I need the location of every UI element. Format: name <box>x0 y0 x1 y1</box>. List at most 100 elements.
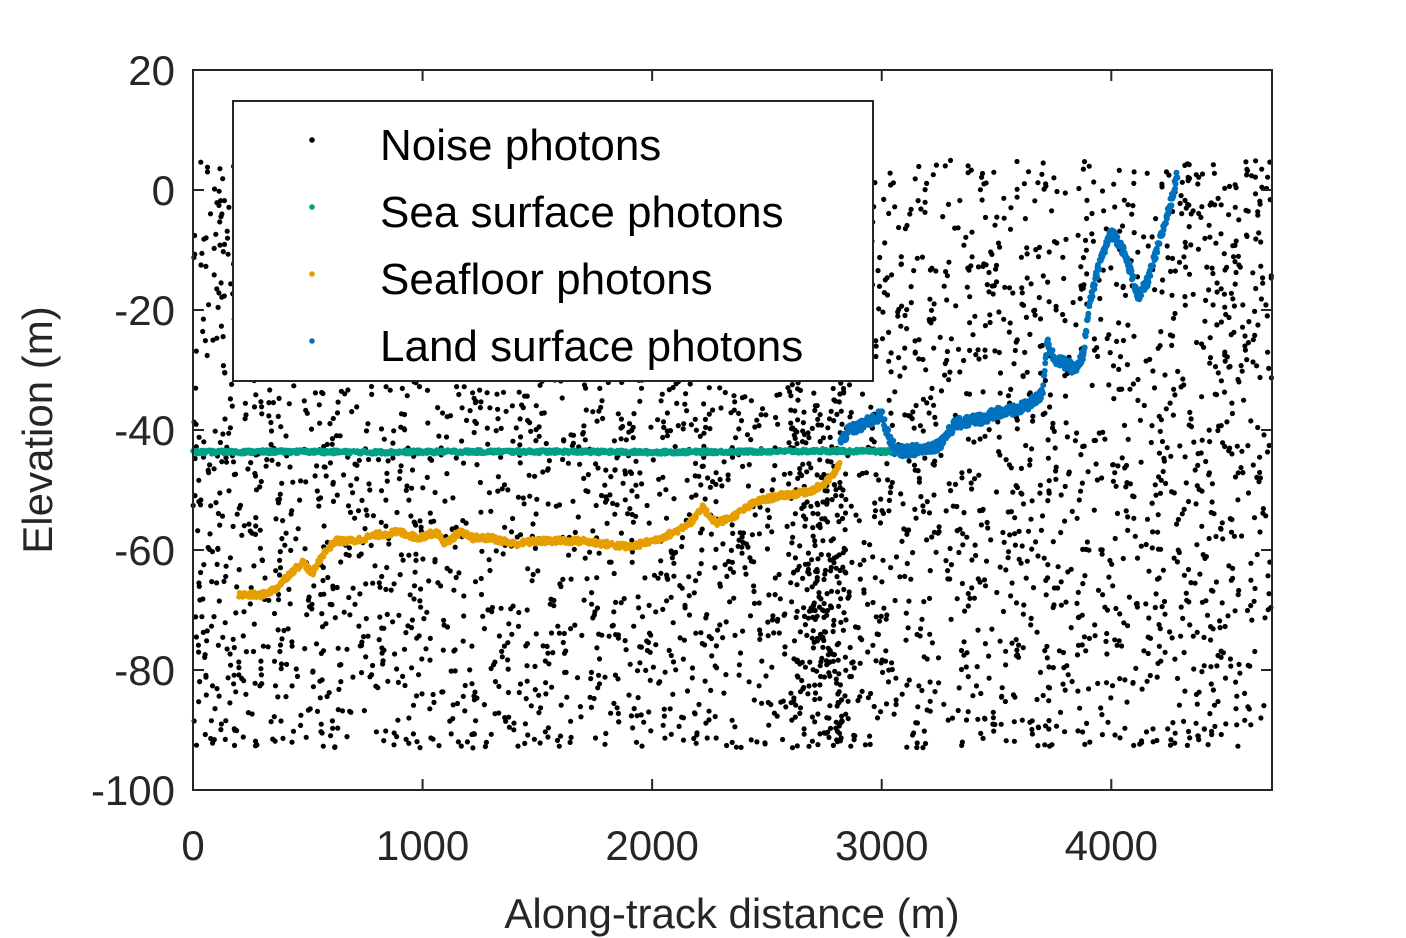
noise-photon <box>591 695 597 702</box>
noise-photon <box>626 421 633 427</box>
noise-photon <box>809 425 815 431</box>
noise-photon <box>1050 420 1056 426</box>
noise-photon <box>289 739 295 745</box>
noise-photon <box>646 520 652 526</box>
noise-photon <box>230 636 236 642</box>
noise-photon <box>959 475 965 481</box>
noise-photon <box>367 487 373 493</box>
noise-photon <box>221 293 227 299</box>
noise-photon <box>722 562 728 568</box>
noise-photon <box>590 528 596 534</box>
noise-photon <box>558 583 564 590</box>
noise-photon <box>769 487 775 493</box>
noise-photon <box>379 573 385 580</box>
noise-photon <box>1162 611 1168 617</box>
noise-photon <box>1167 629 1173 635</box>
noise-photon <box>470 390 476 396</box>
noise-photon <box>781 612 787 618</box>
noise-photon <box>208 718 214 724</box>
noise-photon <box>883 648 889 654</box>
noise-photon <box>1120 337 1127 344</box>
noise-photon <box>1020 501 1027 507</box>
noise-photon <box>756 423 762 429</box>
noise-photon <box>533 631 539 637</box>
noise-photon <box>384 611 390 618</box>
noise-photon <box>797 705 804 711</box>
noise-photon <box>1078 452 1084 458</box>
noise-photon <box>197 679 203 685</box>
noise-photon <box>1242 343 1248 349</box>
noise-photon <box>231 742 238 749</box>
noise-photon <box>1112 535 1118 542</box>
noise-photon <box>780 736 786 743</box>
noise-photon <box>1119 223 1126 229</box>
noise-photon <box>879 336 886 342</box>
noise-photon <box>823 730 829 736</box>
noise-photon <box>1046 249 1052 255</box>
noise-photon <box>208 623 215 629</box>
noise-photon <box>269 457 275 463</box>
noise-photon <box>1062 373 1068 379</box>
noise-photon <box>1053 464 1059 470</box>
noise-photon <box>1155 512 1161 518</box>
noise-photon <box>769 617 776 623</box>
noise-photon <box>785 385 791 391</box>
noise-photon <box>794 567 801 573</box>
noise-photon <box>505 657 511 663</box>
noise-photon <box>1131 742 1137 749</box>
noise-photon <box>899 691 905 697</box>
noise-photon <box>1159 604 1165 610</box>
noise-photon <box>944 273 951 279</box>
noise-photon <box>1011 738 1018 744</box>
noise-photon <box>810 525 816 531</box>
noise-photon <box>931 316 937 322</box>
noise-photon <box>873 658 879 664</box>
noise-photon <box>283 530 289 536</box>
noise-photon <box>971 439 977 445</box>
noise-photon <box>286 401 292 407</box>
noise-photon <box>1172 740 1178 746</box>
noise-photon <box>509 403 515 409</box>
noise-photon <box>354 404 360 410</box>
noise-photon <box>284 661 290 668</box>
noise-photon <box>571 546 577 552</box>
noise-photon <box>931 529 938 535</box>
noise-photon <box>924 400 930 406</box>
noise-photon <box>609 623 615 629</box>
noise-photon <box>975 627 981 633</box>
noise-photon <box>251 621 257 627</box>
noise-photon <box>263 463 269 469</box>
noise-photon <box>727 566 733 572</box>
noise-photon <box>510 438 516 444</box>
noise-photon <box>1156 575 1162 581</box>
noise-photon <box>402 427 408 433</box>
noise-photon <box>684 408 690 414</box>
noise-photon <box>1114 338 1120 344</box>
noise-photon <box>1228 663 1234 669</box>
noise-photon <box>560 639 566 646</box>
noise-photon <box>1230 254 1237 260</box>
noise-photon <box>993 266 999 272</box>
noise-photon <box>595 685 601 691</box>
noise-photon <box>712 713 718 720</box>
noise-photon <box>812 719 818 725</box>
noise-photon <box>264 457 270 463</box>
noise-photon <box>809 557 815 563</box>
noise-photon <box>1106 574 1112 580</box>
noise-photon <box>527 493 533 499</box>
noise-photon <box>403 736 409 743</box>
noise-photon <box>851 665 857 671</box>
noise-photon <box>618 530 625 536</box>
noise-photon <box>1168 453 1174 459</box>
noise-photon <box>1229 451 1235 457</box>
noise-photon <box>898 254 904 260</box>
noise-photon <box>918 626 924 632</box>
noise-photon <box>375 457 382 463</box>
noise-photon <box>1228 332 1234 338</box>
noise-photon <box>241 523 247 529</box>
noise-photon <box>904 222 910 229</box>
noise-photon <box>806 435 812 441</box>
noise-photon <box>1203 458 1209 465</box>
noise-photon <box>794 429 800 435</box>
noise-photon <box>193 348 199 354</box>
